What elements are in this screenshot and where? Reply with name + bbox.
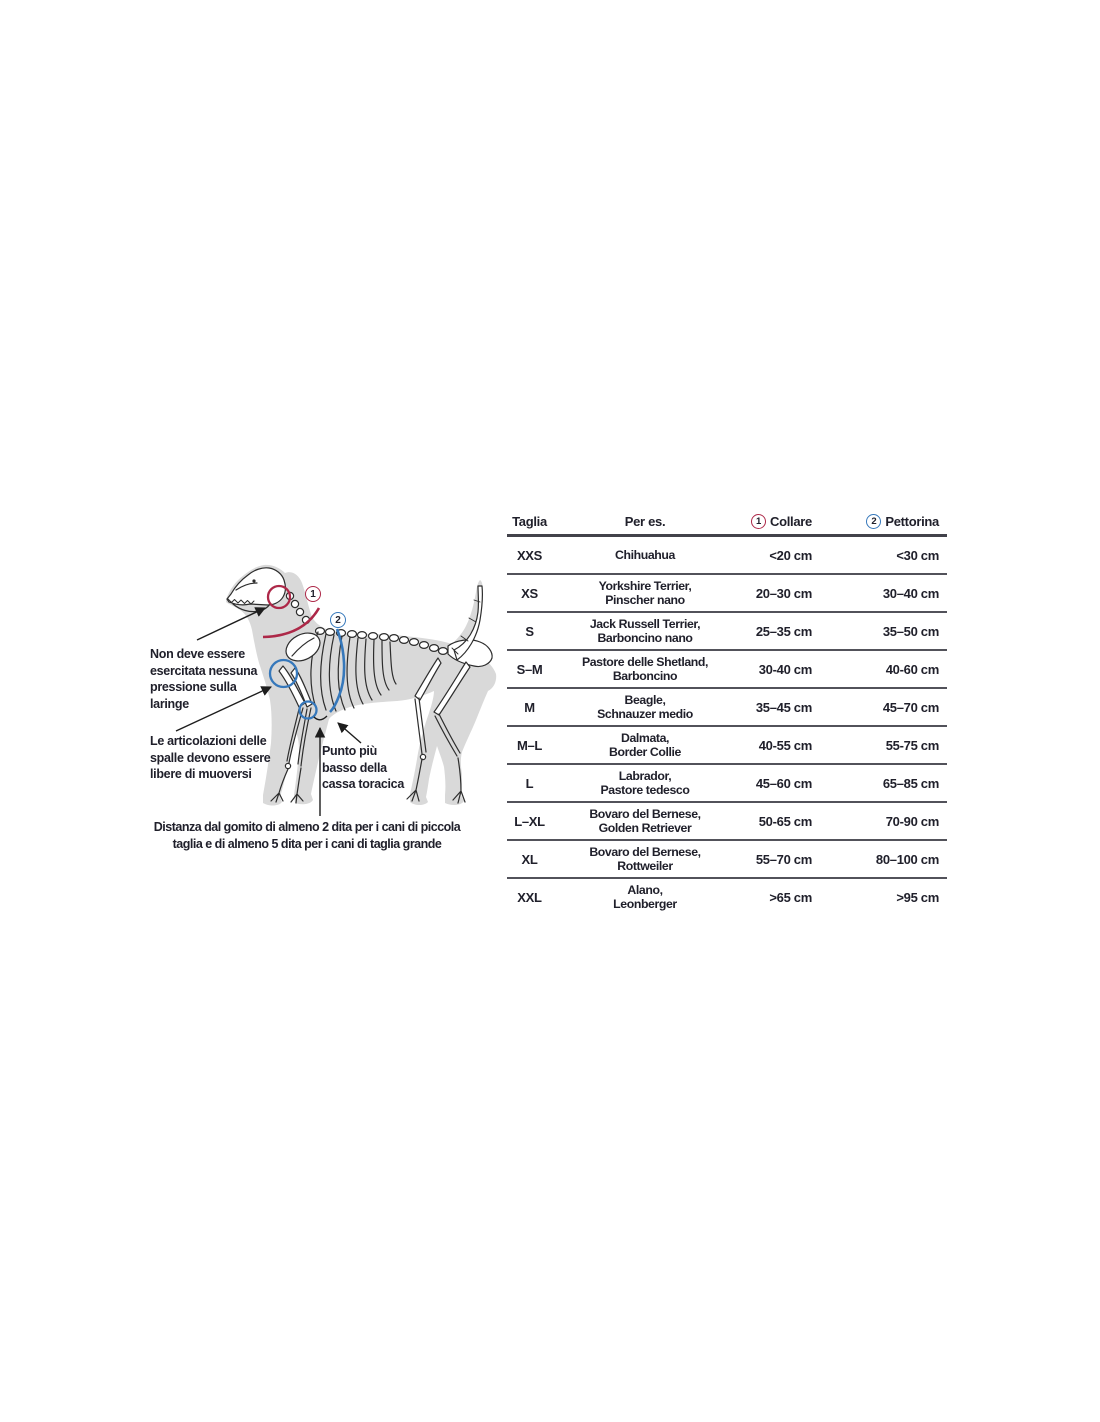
annotation-larynx: Non deve essere esercitata nessuna press…: [150, 647, 258, 711]
table-row: M–L Dalmata, Border Collie 40-55 cm 55-7…: [507, 727, 947, 765]
breed-examples: Alano, Leonberger: [613, 883, 677, 911]
harness-value: 70-90 cm: [885, 813, 940, 829]
larynx-arrow: [196, 607, 266, 641]
chest-gap-bracket: [313, 715, 328, 721]
harness-value: >95 cm: [896, 889, 939, 905]
harness-header-badge: 2: [866, 514, 882, 529]
size-label: XXL: [517, 889, 542, 905]
size-label: S–M: [516, 661, 543, 677]
harness-value: 65–85 cm: [882, 775, 939, 791]
breed-examples: Beagle, Schnauzer medio: [597, 693, 693, 721]
size-label: S: [525, 623, 534, 639]
table-row: L–XL Bovaro del Bernese, Golden Retrieve…: [507, 803, 947, 841]
collar-value: 30-40 cm: [758, 661, 813, 677]
size-label: L: [525, 775, 534, 791]
collar-value: 55–70 cm: [755, 851, 812, 867]
table-body: XXS Chihuahua <20 cm <30 cm XS Yorkshire…: [507, 537, 947, 915]
dog-skeleton-diagram: [175, 564, 497, 816]
collar-value: 25–35 cm: [755, 623, 812, 639]
table-row: M Beagle, Schnauzer medio 35–45 cm 45–70…: [507, 689, 947, 727]
harness-value: <30 cm: [896, 547, 939, 563]
size-label: XS: [521, 585, 538, 601]
table-row: XXL Alano, Leonberger >65 cm >95 cm: [507, 879, 947, 915]
harness-number-badge: 2: [330, 612, 346, 628]
collar-arc: [262, 607, 321, 639]
size-label: M: [524, 699, 535, 715]
shoulder-arrow: [175, 686, 272, 732]
collar-value: 40-55 cm: [758, 737, 813, 753]
collar-value: 35–45 cm: [755, 699, 812, 715]
collar-value: 45–60 cm: [755, 775, 812, 791]
breed-examples: Chihuahua: [615, 548, 675, 562]
fit-markers: [262, 584, 346, 720]
annotation-arrows: [175, 607, 362, 816]
column-header-pettorina: 2 Pettorina: [812, 514, 947, 529]
chest-arrow: [337, 722, 362, 744]
size-table: Taglia Per es. 1 Collare 2 Pettorina XXS…: [507, 509, 947, 915]
collar-number-badge: 1: [305, 586, 321, 602]
breed-examples: Jack Russell Terrier, Barboncino nano: [589, 617, 701, 645]
collar-value: <20 cm: [769, 547, 812, 563]
harness-value: 35–50 cm: [882, 623, 939, 639]
breed-examples: Bovaro del Bernese, Golden Retriever: [589, 807, 701, 835]
elbow-circle: [298, 700, 318, 720]
collar-value: 20–30 cm: [755, 585, 812, 601]
breed-examples: Bovaro del Bernese, Rottweiler: [589, 845, 701, 873]
harness-value: 55-75 cm: [885, 737, 940, 753]
annotation-shoulders: Le articolazioni delle spalle devono ess…: [150, 734, 271, 781]
table-row: XL Bovaro del Bernese, Rottweiler 55–70 …: [507, 841, 947, 879]
breed-examples: Dalmata, Border Collie: [608, 731, 681, 759]
harness-header-label: Pettorina: [885, 514, 939, 529]
table-row: S Jack Russell Terrier, Barboncino nano …: [507, 613, 947, 651]
table-header-row: Taglia Per es. 1 Collare 2 Pettorina: [507, 509, 947, 537]
size-label: L–XL: [514, 813, 545, 829]
breed-examples: Labrador, Pastore tedesco: [600, 769, 690, 797]
elbow-distance-caption: Distanza dal gomito di almeno 2 dita per…: [153, 820, 461, 851]
annotation-chest-lowest-point: Punto più basso della cassa toracica: [322, 744, 404, 791]
breed-examples: Yorkshire Terrier, Pinscher nano: [598, 579, 692, 607]
size-label: M–L: [516, 737, 543, 753]
harness-value: 40-60 cm: [885, 661, 940, 677]
table-row: L Labrador, Pastore tedesco 45–60 cm 65–…: [507, 765, 947, 803]
harness-value: 45–70 cm: [882, 699, 939, 715]
size-label: XL: [521, 851, 538, 867]
breed-examples: Pastore delle Shetland, Barboncino: [581, 655, 709, 683]
larynx-circle: [266, 584, 292, 610]
harness-arc: [329, 628, 346, 713]
shoulder-circle: [268, 658, 299, 689]
harness-value: 80–100 cm: [875, 851, 939, 867]
size-label: XXS: [516, 547, 543, 563]
collar-value: 50-65 cm: [758, 813, 813, 829]
harness-value: 30–40 cm: [882, 585, 939, 601]
table-row: XXS Chihuahua <20 cm <30 cm: [507, 537, 947, 575]
collar-header-badge: 1: [751, 514, 767, 529]
column-header-taglia: Taglia: [512, 514, 547, 529]
column-header-per-es: Per es.: [624, 513, 666, 529]
dog-skeleton-bones: [226, 567, 493, 804]
collar-value: >65 cm: [769, 889, 812, 905]
dog-silhouette: [226, 564, 497, 806]
column-header-collare: 1 Collare: [738, 514, 812, 529]
table-row: XS Yorkshire Terrier, Pinscher nano 20–3…: [507, 575, 947, 613]
collar-header-label: Collare: [770, 514, 812, 529]
table-row: S–M Pastore delle Shetland, Barboncino 3…: [507, 651, 947, 689]
